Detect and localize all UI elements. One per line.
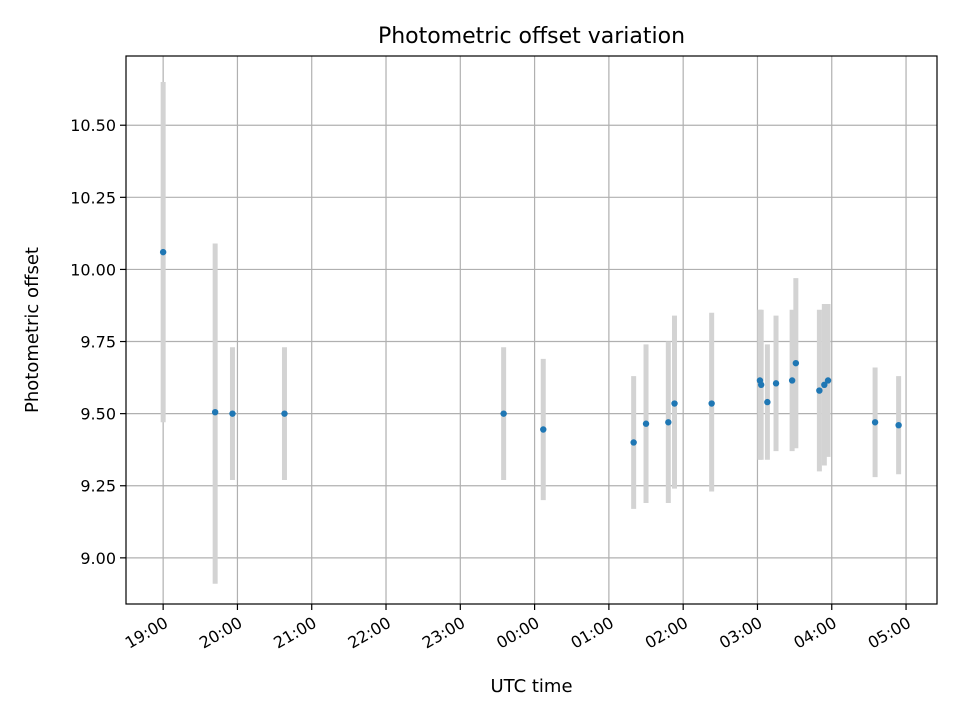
x-tick-label: 03:00	[716, 613, 765, 653]
data-point	[816, 387, 823, 394]
data-point	[708, 400, 715, 407]
data-point	[159, 248, 167, 256]
data-point	[895, 421, 902, 429]
y-tick-label: 10.25	[70, 188, 116, 207]
x-tick-label: 22:00	[345, 613, 394, 653]
data-point	[772, 380, 780, 387]
data-point	[788, 377, 796, 384]
x-tick-label: 19:00	[122, 613, 171, 653]
errorbar-layer	[160, 81, 902, 584]
y-tick-label: 9.00	[80, 549, 116, 568]
data-point	[764, 398, 771, 406]
y-tick-label: 10.00	[70, 260, 116, 279]
x-tick-label: 02:00	[642, 613, 691, 653]
data-point	[630, 439, 637, 446]
data-point	[500, 410, 507, 417]
y-tick-label: 9.50	[80, 405, 116, 424]
data-point	[671, 400, 678, 407]
x-tick-label: 05:00	[865, 613, 914, 653]
x-axis-label: UTC time	[490, 676, 572, 697]
data-point	[824, 377, 832, 384]
x-tick-label: 20:00	[196, 613, 245, 653]
tick-layer: 19:00 20:00 21:00 22:00 23:00 00:00 01:00 02:00…	[70, 116, 914, 652]
y-tick-label: 10.50	[70, 116, 116, 135]
grid-layer	[126, 56, 937, 604]
chart-title: Photometric offset variation	[378, 24, 685, 49]
point-layer	[159, 248, 902, 446]
data-point	[665, 419, 672, 426]
data-point	[757, 381, 765, 388]
x-tick-label: 23:00	[419, 613, 468, 653]
data-point	[229, 410, 236, 417]
x-tick-label: 00:00	[493, 613, 542, 653]
plot-frame	[125, 55, 938, 605]
data-point	[211, 409, 219, 416]
y-axis-label: Photometric offset	[22, 247, 43, 413]
data-point	[540, 426, 547, 433]
data-point	[792, 359, 800, 367]
y-tick-label: 9.75	[80, 333, 116, 352]
y-tick-label: 9.25	[80, 477, 116, 496]
x-tick-label: 01:00	[567, 613, 616, 653]
x-tick-label: 04:00	[790, 613, 839, 653]
x-tick-label: 21:00	[270, 613, 319, 653]
data-point	[281, 410, 288, 417]
data-point	[871, 419, 879, 426]
data-point	[821, 381, 828, 388]
data-point	[642, 420, 650, 427]
